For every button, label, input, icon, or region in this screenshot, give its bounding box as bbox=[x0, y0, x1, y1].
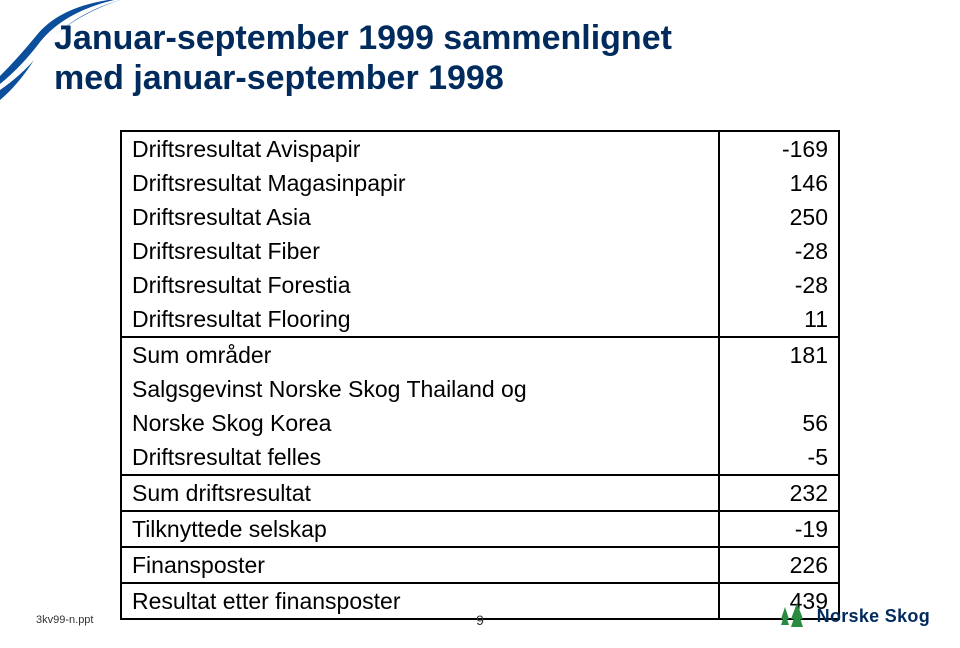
row-label: Sum driftsresultat bbox=[121, 475, 719, 511]
row-value: -28 bbox=[719, 234, 839, 268]
table-row: Sum områder 181 bbox=[121, 337, 839, 372]
row-label: Sum områder bbox=[121, 337, 719, 372]
footer-filename: 3kv99-n.ppt bbox=[36, 614, 93, 626]
slide: Januar-september 1999 sammenlignet med j… bbox=[0, 0, 960, 648]
table-row: Sum driftsresultat 232 bbox=[121, 475, 839, 511]
leaf-icon bbox=[773, 599, 809, 634]
table-row: Finansposter 226 bbox=[121, 547, 839, 583]
data-table: Driftsresultat Avispapir -169 Driftsresu… bbox=[120, 130, 840, 620]
footer-page-number: 9 bbox=[476, 612, 484, 628]
table-row: Driftsresultat felles -5 bbox=[121, 440, 839, 475]
table-row: Salgsgevinst Norske Skog Thailand og bbox=[121, 372, 839, 406]
row-label: Tilknyttede selskap bbox=[121, 512, 719, 547]
slide-title: Januar-september 1999 sammenlignet med j… bbox=[54, 18, 920, 98]
row-value bbox=[719, 372, 839, 406]
title-line-1: Januar-september 1999 sammenlignet bbox=[54, 18, 920, 58]
row-value: 56 bbox=[719, 406, 839, 440]
table-row: Norske Skog Korea 56 bbox=[121, 406, 839, 440]
logo-text: Norske Skog bbox=[817, 606, 930, 627]
table-row: Driftsresultat Magasinpapir 146 bbox=[121, 166, 839, 200]
table-row: Driftsresultat Flooring 11 bbox=[121, 302, 839, 337]
row-label: Resultat etter finansposter bbox=[121, 583, 719, 619]
row-value: 232 bbox=[719, 475, 839, 511]
row-label: Norske Skog Korea bbox=[121, 406, 719, 440]
table-row: Tilknyttede selskap -19 bbox=[121, 512, 839, 547]
row-label: Driftsresultat felles bbox=[121, 440, 719, 475]
company-logo: Norske Skog bbox=[773, 599, 930, 634]
table-row: Driftsresultat Forestia -28 bbox=[121, 268, 839, 302]
row-label: Driftsresultat Forestia bbox=[121, 268, 719, 302]
row-label: Finansposter bbox=[121, 547, 719, 583]
row-value: 250 bbox=[719, 200, 839, 234]
row-label: Driftsresultat Asia bbox=[121, 200, 719, 234]
table-row: Driftsresultat Asia 250 bbox=[121, 200, 839, 234]
row-value: 181 bbox=[719, 337, 839, 372]
row-value: -169 bbox=[719, 131, 839, 166]
row-label: Driftsresultat Flooring bbox=[121, 302, 719, 337]
row-label: Driftsresultat Magasinpapir bbox=[121, 166, 719, 200]
table-row: Driftsresultat Avispapir -169 bbox=[121, 131, 839, 166]
row-value: -28 bbox=[719, 268, 839, 302]
row-label: Salgsgevinst Norske Skog Thailand og bbox=[121, 372, 719, 406]
row-label: Driftsresultat Avispapir bbox=[121, 131, 719, 166]
row-value: 146 bbox=[719, 166, 839, 200]
table-row: Driftsresultat Fiber -28 bbox=[121, 234, 839, 268]
title-line-2: med januar-september 1998 bbox=[54, 58, 920, 98]
row-value: 11 bbox=[719, 302, 839, 337]
row-value: -5 bbox=[719, 440, 839, 475]
row-label: Driftsresultat Fiber bbox=[121, 234, 719, 268]
row-value: -19 bbox=[719, 512, 839, 547]
row-value: 226 bbox=[719, 547, 839, 583]
